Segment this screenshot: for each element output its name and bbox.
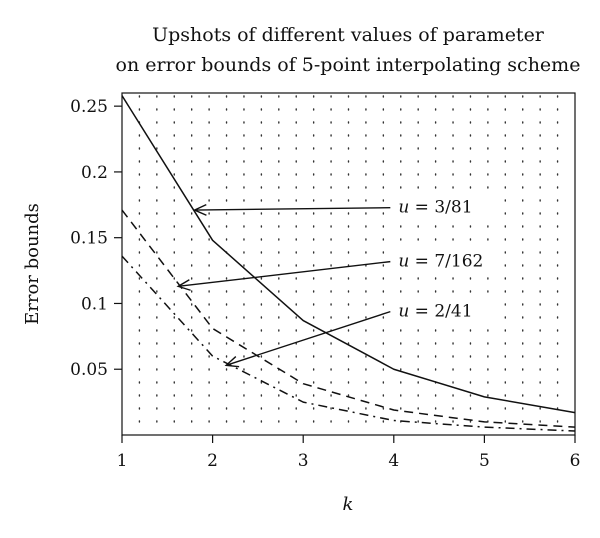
annotation-arrowhead-2	[176, 279, 191, 291]
annotation-arrow-1	[194, 207, 391, 211]
annotations: u = 3/81 u = 7/162 u = 2/41	[176, 196, 505, 368]
annotation-arrow-3	[225, 310, 391, 366]
x-tick-label: 2	[207, 451, 218, 471]
y-tick-label: 0.1	[81, 294, 108, 314]
ticks: 1 2 3 4 5 6 0.05 0.1 0.15 0.2 0.25	[70, 97, 580, 471]
annotation-label-2: u = 7/162	[398, 252, 483, 272]
annotation-label-1: u = 3/81	[398, 198, 472, 218]
x-axis-label: k	[343, 494, 354, 515]
y-tick-label: 0.2	[81, 163, 108, 183]
annotation-backing	[392, 196, 505, 219]
x-tick-label: 5	[479, 451, 490, 471]
plot-frame	[121, 92, 576, 436]
annotation-label-3: u = 2/41	[398, 302, 472, 322]
y-tick-label: 0.25	[70, 97, 108, 117]
x-tick-label: 3	[298, 451, 309, 471]
chart-title-line-1: Upshots of different values of parameter	[152, 24, 545, 46]
annotation-arrowhead-3	[224, 356, 240, 368]
annotation-arrowhead-1	[192, 203, 207, 216]
chart-title-line-2: on error bounds of 5-point interpolating…	[116, 54, 581, 76]
x-tick-label: 1	[117, 451, 128, 471]
y-tick-label: 0.15	[70, 229, 108, 249]
series-lines	[121, 95, 576, 432]
x-tick-label: 4	[388, 451, 399, 471]
series-line-3	[121, 255, 576, 432]
series-line-2	[121, 209, 576, 428]
y-axis-label: Error bounds	[22, 203, 43, 325]
annotation-backing	[392, 300, 505, 323]
annotation-arrow-2	[178, 260, 391, 288]
series-line-1	[121, 95, 576, 414]
x-tick-label: 6	[570, 451, 581, 471]
y-tick-label: 0.05	[70, 360, 108, 380]
annotation-backing	[392, 250, 505, 273]
